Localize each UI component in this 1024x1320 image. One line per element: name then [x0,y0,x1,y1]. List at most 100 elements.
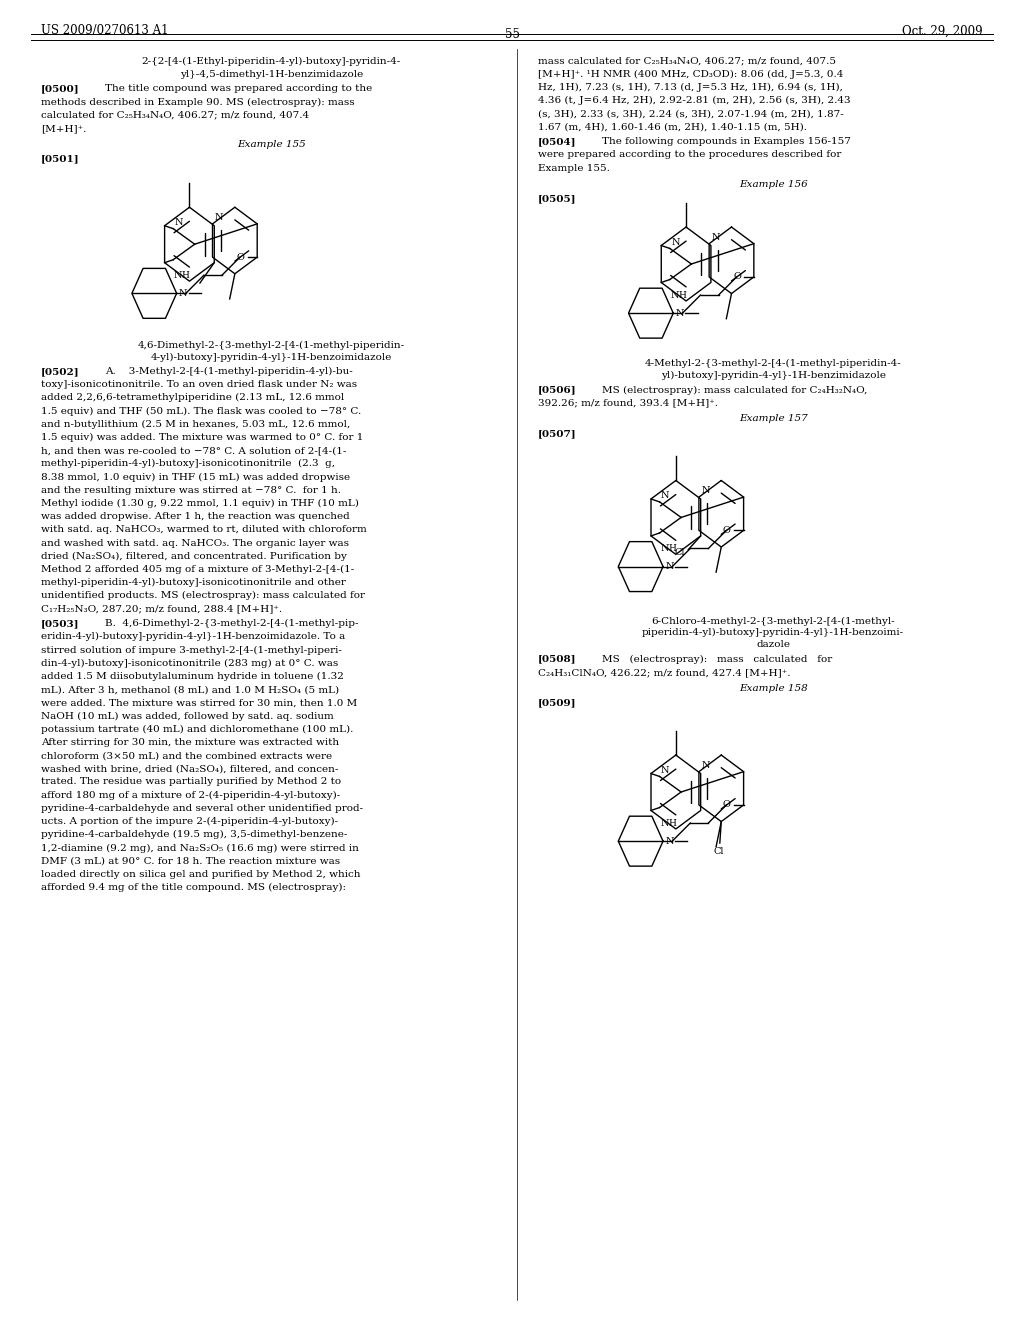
Text: 6-Chloro-4-methyl-2-{3-methyl-2-[4-(1-methyl-: 6-Chloro-4-methyl-2-{3-methyl-2-[4-(1-me… [651,616,895,626]
Text: toxy]-isonicotinonitrile. To an oven dried flask under N₂ was: toxy]-isonicotinonitrile. To an oven dri… [41,380,357,389]
Text: N: N [175,218,183,227]
Text: Hz, 1H), 7.23 (s, 1H), 7.13 (d, J=5.3 Hz, 1H), 6.94 (s, 1H),: Hz, 1H), 7.23 (s, 1H), 7.13 (d, J=5.3 Hz… [538,83,843,92]
Text: unidentified products. MS (electrospray): mass calculated for: unidentified products. MS (electrospray)… [41,591,365,601]
Text: methyl-piperidin-4-yl)-butoxy]-isonicotinonitrile  (2.3  g,: methyl-piperidin-4-yl)-butoxy]-isonicoti… [41,459,335,469]
Text: B.  4,6-Dimethyl-2-{3-methyl-2-[4-(1-methyl-pip-: B. 4,6-Dimethyl-2-{3-methyl-2-[4-(1-meth… [105,619,359,628]
Text: O: O [723,800,731,809]
Text: 4,6-Dimethyl-2-{3-methyl-2-[4-(1-methyl-piperidin-: 4,6-Dimethyl-2-{3-methyl-2-[4-(1-methyl-… [138,341,404,350]
Text: calculated for C₂₅H₃₄N₄O, 406.27; m/z found, 407.4: calculated for C₂₅H₃₄N₄O, 406.27; m/z fo… [41,111,309,120]
Text: Example 155: Example 155 [237,140,306,149]
Text: dazole: dazole [756,640,791,649]
Text: N: N [215,213,223,222]
Text: [0503]: [0503] [41,619,80,628]
Text: 8.38 mmol, 1.0 equiv) in THF (15 mL) was added dropwise: 8.38 mmol, 1.0 equiv) in THF (15 mL) was… [41,473,350,482]
Text: Example 155.: Example 155. [538,164,609,173]
Text: O: O [723,525,731,535]
Text: was added dropwise. After 1 h, the reaction was quenched: was added dropwise. After 1 h, the react… [41,512,350,521]
Text: H: H [182,271,189,280]
Text: N: N [701,486,710,495]
Text: din-4-yl)-butoxy]-isonicotinonitrile (283 mg) at 0° C. was: din-4-yl)-butoxy]-isonicotinonitrile (28… [41,659,338,668]
Text: C₁₇H₂₅N₃O, 287.20; m/z found, 288.4 [M+H]⁺.: C₁₇H₂₅N₃O, 287.20; m/z found, 288.4 [M+H… [41,605,282,614]
Text: H: H [669,818,676,828]
Text: pyridine-4-carbaldehyde (19.5 mg), 3,5-dimethyl-benzene-: pyridine-4-carbaldehyde (19.5 mg), 3,5-d… [41,830,347,840]
Text: US 2009/0270613 A1: US 2009/0270613 A1 [41,24,169,37]
Text: mL). After 3 h, methanol (8 mL) and 1.0 M H₂SO₄ (5 mL): mL). After 3 h, methanol (8 mL) and 1.0 … [41,685,339,694]
Text: H: H [669,544,676,553]
Text: After stirring for 30 min, the mixture was extracted with: After stirring for 30 min, the mixture w… [41,738,339,747]
Text: and n-butyllithium (2.5 M in hexanes, 5.03 mL, 12.6 mmol,: and n-butyllithium (2.5 M in hexanes, 5.… [41,420,350,429]
Text: N: N [671,290,679,300]
Text: 1,2-diamine (9.2 mg), and Na₂S₂O₅ (16.6 mg) were stirred in: 1,2-diamine (9.2 mg), and Na₂S₂O₅ (16.6 … [41,843,358,853]
Text: pyridine-4-carbaldehyde and several other unidentified prod-: pyridine-4-carbaldehyde and several othe… [41,804,364,813]
Text: C₂₄H₃₁ClN₄O, 426.22; m/z found, 427.4 [M+H]⁺.: C₂₄H₃₁ClN₄O, 426.22; m/z found, 427.4 [M… [538,668,791,677]
Text: 2-{2-[4-(1-Ethyl-piperidin-4-yl)-butoxy]-pyridin-4-: 2-{2-[4-(1-Ethyl-piperidin-4-yl)-butoxy]… [141,57,401,66]
Text: were prepared according to the procedures described for: were prepared according to the procedure… [538,150,841,160]
Text: [0506]: [0506] [538,385,577,395]
Text: potassium tartrate (40 mL) and dichloromethane (100 mL).: potassium tartrate (40 mL) and dichlorom… [41,725,353,734]
Text: [0507]: [0507] [538,429,577,438]
Text: 55: 55 [505,28,519,41]
Text: washed with brine, dried (Na₂SO₄), filtered, and concen-: washed with brine, dried (Na₂SO₄), filte… [41,764,338,774]
Text: N: N [666,562,674,572]
Text: and washed with satd. aq. NaHCO₃. The organic layer was: and washed with satd. aq. NaHCO₃. The or… [41,539,349,548]
Text: The following compounds in Examples 156-157: The following compounds in Examples 156-… [602,137,851,147]
Text: N: N [660,818,669,828]
Text: [0500]: [0500] [41,84,80,94]
Text: 4-yl)-butoxy]-pyridin-4-yl}-1H-benzoimidazole: 4-yl)-butoxy]-pyridin-4-yl}-1H-benzoimid… [151,352,392,362]
Text: N: N [662,491,670,500]
Text: Example 156: Example 156 [738,180,808,189]
Text: methods described in Example 90. MS (electrospray): mass: methods described in Example 90. MS (ele… [41,98,354,107]
Text: 1.5 equiv) and THF (50 mL). The flask was cooled to −78° C.: 1.5 equiv) and THF (50 mL). The flask wa… [41,407,361,416]
Text: Method 2 afforded 405 mg of a mixture of 3-Methyl-2-[4-(1-: Method 2 afforded 405 mg of a mixture of… [41,565,354,574]
Text: added 1.5 M diisobutylaluminum hydride in toluene (1.32: added 1.5 M diisobutylaluminum hydride i… [41,672,344,681]
Text: yl)-butoxy]-pyridin-4-yl}-1H-benzimidazole: yl)-butoxy]-pyridin-4-yl}-1H-benzimidazo… [660,371,886,380]
Text: N: N [672,238,680,247]
Text: mass calculated for C₂₅H₃₄N₄O, 406.27; m/z found, 407.5: mass calculated for C₂₅H₃₄N₄O, 406.27; m… [538,57,836,66]
Text: Example 157: Example 157 [738,414,808,424]
Text: 1.5 equiv) was added. The mixture was warmed to 0° C. for 1: 1.5 equiv) was added. The mixture was wa… [41,433,364,442]
Text: with satd. aq. NaHCO₃, warmed to rt, diluted with chloroform: with satd. aq. NaHCO₃, warmed to rt, dil… [41,525,367,535]
Text: N: N [701,760,710,770]
Text: DMF (3 mL) at 90° C. for 18 h. The reaction mixture was: DMF (3 mL) at 90° C. for 18 h. The react… [41,857,340,866]
Text: N: N [712,232,720,242]
Text: yl}-4,5-dimethyl-1H-benzimidazole: yl}-4,5-dimethyl-1H-benzimidazole [180,70,362,79]
Text: Cl: Cl [713,846,724,855]
Text: A.    3-Methyl-2-[4-(1-methyl-piperidin-4-yl)-bu-: A. 3-Methyl-2-[4-(1-methyl-piperidin-4-y… [105,367,353,376]
Text: [0501]: [0501] [41,154,80,164]
Text: 392.26; m/z found, 393.4 [M+H]⁺.: 392.26; m/z found, 393.4 [M+H]⁺. [538,399,718,408]
Text: NaOH (10 mL) was added, followed by satd. aq. sodium: NaOH (10 mL) was added, followed by satd… [41,711,334,721]
Text: [0505]: [0505] [538,194,577,203]
Text: N: N [179,289,187,298]
Text: [M+H]⁺.: [M+H]⁺. [41,124,86,133]
Text: Oct. 29, 2009: Oct. 29, 2009 [902,24,983,37]
Text: [M+H]⁺. ¹H NMR (400 MHz, CD₃OD): 8.06 (dd, J=5.3, 0.4: [M+H]⁺. ¹H NMR (400 MHz, CD₃OD): 8.06 (d… [538,70,843,79]
Text: trated. The residue was partially purified by Method 2 to: trated. The residue was partially purifi… [41,777,341,787]
Text: (s, 3H), 2.33 (s, 3H), 2.24 (s, 3H), 2.07-1.94 (m, 2H), 1.87-: (s, 3H), 2.33 (s, 3H), 2.24 (s, 3H), 2.0… [538,110,844,119]
Text: methyl-piperidin-4-yl)-butoxy]-isonicotinonitrile and other: methyl-piperidin-4-yl)-butoxy]-isonicoti… [41,578,346,587]
Text: The title compound was prepared according to the: The title compound was prepared accordin… [105,84,373,94]
Text: MS   (electrospray):   mass   calculated   for: MS (electrospray): mass calculated for [602,655,833,664]
Text: MS (electrospray): mass calculated for C₂₄H₃₂N₄O,: MS (electrospray): mass calculated for C… [602,385,867,395]
Text: h, and then was re-cooled to −78° C. A solution of 2-[4-(1-: h, and then was re-cooled to −78° C. A s… [41,446,346,455]
Text: added 2,2,6,6-tetramethylpiperidine (2.13 mL, 12.6 mmol: added 2,2,6,6-tetramethylpiperidine (2.1… [41,393,344,403]
Text: Cl: Cl [675,548,685,557]
Text: and the resulting mixture was stirred at −78° C.  for 1 h.: and the resulting mixture was stirred at… [41,486,341,495]
Text: eridin-4-yl)-butoxy]-pyridin-4-yl}-1H-benzoimidazole. To a: eridin-4-yl)-butoxy]-pyridin-4-yl}-1H-be… [41,632,345,642]
Text: 1.67 (m, 4H), 1.60-1.46 (m, 2H), 1.40-1.15 (m, 5H).: 1.67 (m, 4H), 1.60-1.46 (m, 2H), 1.40-1.… [538,123,807,132]
Text: [0509]: [0509] [538,698,577,708]
Text: chloroform (3×50 mL) and the combined extracts were: chloroform (3×50 mL) and the combined ex… [41,751,332,760]
Text: piperidin-4-yl)-butoxy]-pyridin-4-yl}-1H-benzoimi-: piperidin-4-yl)-butoxy]-pyridin-4-yl}-1H… [642,628,904,638]
Text: [0508]: [0508] [538,655,577,664]
Text: 4.36 (t, J=6.4 Hz, 2H), 2.92-2.81 (m, 2H), 2.56 (s, 3H), 2.43: 4.36 (t, J=6.4 Hz, 2H), 2.92-2.81 (m, 2H… [538,96,850,106]
Text: N: N [676,309,684,318]
Text: 4-Methyl-2-{3-methyl-2-[4-(1-methyl-piperidin-4-: 4-Methyl-2-{3-methyl-2-[4-(1-methyl-pipe… [645,359,901,368]
Text: were added. The mixture was stirred for 30 min, then 1.0 M: were added. The mixture was stirred for … [41,698,357,708]
Text: loaded directly on silica gel and purified by Method 2, which: loaded directly on silica gel and purifi… [41,870,360,879]
Text: [0504]: [0504] [538,137,577,147]
Text: ucts. A portion of the impure 2-(4-piperidin-4-yl-butoxy)-: ucts. A portion of the impure 2-(4-piper… [41,817,338,826]
Text: afforded 9.4 mg of the title compound. MS (electrospray):: afforded 9.4 mg of the title compound. M… [41,883,346,892]
Text: H: H [679,290,686,300]
Text: N: N [174,271,182,280]
Text: O: O [237,252,245,261]
Text: stirred solution of impure 3-methyl-2-[4-(1-methyl-piperi-: stirred solution of impure 3-methyl-2-[4… [41,645,342,655]
